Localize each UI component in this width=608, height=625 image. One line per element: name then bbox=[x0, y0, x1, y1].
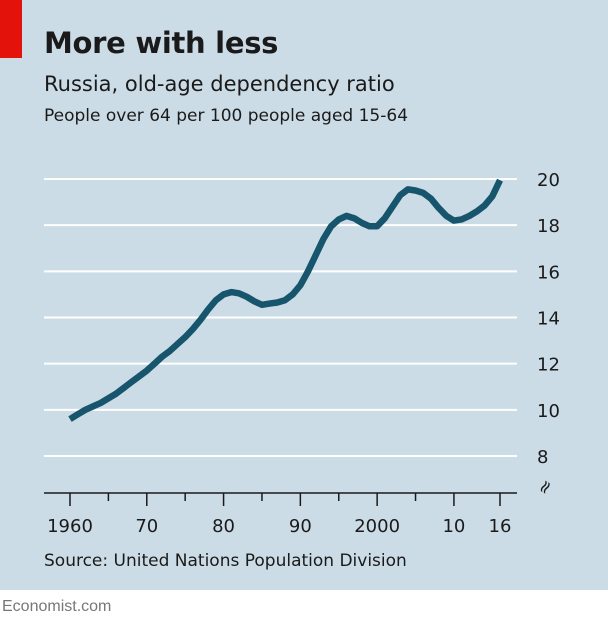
y-tick-label: 12 bbox=[537, 355, 560, 376]
chart-subtitle: Russia, old-age dependency ratio bbox=[44, 72, 395, 96]
x-tick-label: 16 bbox=[489, 516, 512, 537]
series-line bbox=[68, 178, 503, 422]
y-tick-label: 10 bbox=[537, 401, 560, 422]
x-axis-ticks: 1960 70 80 90 2000 10 16 bbox=[47, 493, 511, 537]
axis-break: ≈ bbox=[533, 475, 559, 499]
y-tick-label: 18 bbox=[537, 216, 560, 237]
gridlines bbox=[44, 178, 517, 457]
series bbox=[68, 178, 503, 422]
y-tick-label: 8 bbox=[537, 447, 548, 468]
x-tick-label: 70 bbox=[135, 516, 158, 537]
red-tag bbox=[0, 0, 22, 58]
axis-break-symbol: ≈ bbox=[533, 475, 559, 499]
y-tick-label: 14 bbox=[537, 309, 560, 330]
y-tick-label: 16 bbox=[537, 262, 560, 283]
chart-title: More with less bbox=[44, 26, 279, 60]
x-tick-label: 80 bbox=[212, 516, 235, 537]
y-axis-tick-labels: 8 10 12 14 16 18 20 bbox=[537, 170, 560, 468]
chart-unit-label: People over 64 per 100 people aged 15-64 bbox=[44, 106, 409, 126]
x-tick-label: 2000 bbox=[354, 516, 400, 537]
brand-label: Economist.com bbox=[2, 598, 112, 615]
x-tick-label: 90 bbox=[289, 516, 312, 537]
x-tick-label: 10 bbox=[442, 516, 465, 537]
line-chart: 8 10 12 14 16 18 20 1960 70 80 90 2000 10 16 ≈ bbox=[44, 170, 560, 537]
source-note: Source: United Nations Population Divisi… bbox=[44, 551, 407, 571]
y-tick-label: 20 bbox=[537, 170, 560, 191]
x-tick-label: 1960 bbox=[47, 516, 93, 537]
chart-panel bbox=[0, 0, 608, 590]
